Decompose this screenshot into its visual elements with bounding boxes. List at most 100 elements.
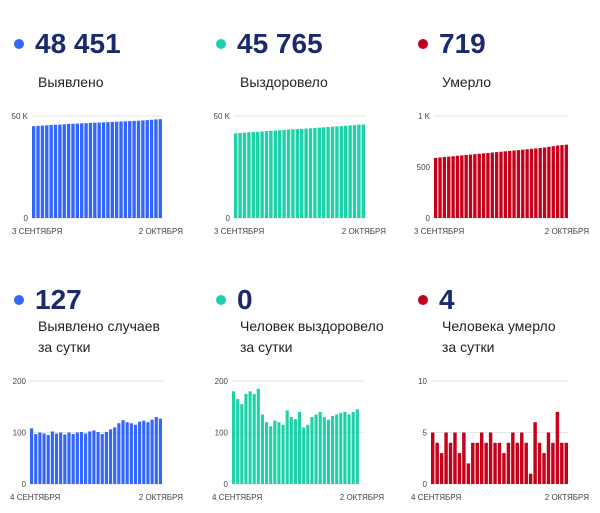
deaths-label: Умерло [442, 74, 492, 90]
y-tick-label: 100 [13, 429, 27, 438]
bar [529, 148, 534, 218]
bar [121, 420, 125, 484]
bar [117, 423, 121, 484]
bar [434, 157, 438, 218]
bar [306, 424, 310, 484]
stat-deaths: 719 [418, 24, 486, 64]
bar [58, 124, 62, 218]
red-dot-icon [418, 295, 428, 305]
chart-daily-detected: 0 100 200 4 СЕНТЯБРЯ 2 ОКТЯБРЯ [10, 377, 183, 502]
bar [335, 126, 339, 218]
y-tick-label: 100 [215, 429, 229, 438]
y-tick-label: 50 K [12, 112, 29, 121]
bar [520, 432, 524, 484]
bar [36, 125, 40, 218]
bar [486, 152, 490, 218]
bar [317, 127, 321, 218]
bar [150, 419, 154, 485]
bar [236, 399, 240, 484]
bar [260, 414, 265, 485]
bar [357, 124, 361, 218]
bar [431, 432, 435, 484]
bar [481, 153, 486, 218]
bar [351, 411, 355, 484]
stat-daily-detected: 127 [14, 280, 82, 320]
bar [45, 125, 49, 218]
bar [93, 122, 97, 218]
bar [457, 453, 462, 484]
bar [339, 126, 343, 218]
y-tick-label: 0 [423, 480, 428, 489]
bar [339, 412, 343, 484]
bar [132, 120, 136, 218]
green-dot-icon [216, 39, 226, 49]
bar [322, 417, 326, 484]
bar [286, 129, 291, 218]
card-daily-detected: 127 Выявлено случаев за сутки [0, 256, 200, 512]
y-tick-label: 50 K [214, 112, 231, 121]
daily-detected-label-line2: за сутки [38, 339, 91, 355]
bar [63, 434, 67, 484]
chart-deaths-total: 0 500 1 K 3 СЕНТЯБРЯ 2 ОКТЯБРЯ [414, 112, 589, 236]
bar [158, 418, 162, 485]
bar [435, 442, 439, 484]
bar [490, 152, 494, 218]
bar [551, 442, 555, 484]
bar [248, 391, 252, 484]
bar [326, 127, 330, 218]
bar [154, 417, 158, 484]
bar [46, 435, 50, 484]
bar [502, 453, 506, 484]
deaths-total-value: 719 [439, 28, 486, 59]
bar [308, 128, 313, 218]
bar [524, 442, 528, 484]
x-start-date-label: 4 СЕНТЯБРЯ [212, 493, 262, 502]
daily-detected-label: Выявлено случаев за сутки [38, 316, 198, 358]
bar [38, 432, 42, 484]
card-recovered: 45 765 Выздоровело [202, 0, 402, 256]
bar [560, 145, 564, 218]
bar [232, 391, 236, 484]
bar [464, 154, 468, 218]
recovered-label: Выздоровело [240, 74, 328, 90]
bar [298, 411, 302, 484]
recovered-total-value: 45 765 [237, 28, 323, 59]
bar [106, 122, 110, 218]
bar [247, 132, 251, 218]
bar [154, 119, 158, 218]
y-tick-label: 0 [22, 480, 27, 489]
bar [277, 422, 281, 484]
bar [318, 411, 322, 484]
card-detected: 48 451 Выявлено [0, 0, 200, 256]
bar [269, 130, 273, 218]
daily-deaths-label-line1: Человека умерло [442, 318, 556, 334]
y-tick-label: 500 [417, 163, 431, 172]
bar [555, 411, 560, 484]
x-end-date-label: 2 ОКТЯБРЯ [342, 227, 386, 236]
bar [564, 144, 568, 218]
daily-deaths-label: Человека умерло за сутки [442, 316, 600, 358]
bar [335, 414, 339, 485]
daily-recovered-label-line2: за сутки [240, 339, 293, 355]
x-end-date-label: 2 ОКТЯБРЯ [340, 493, 384, 502]
bar [141, 120, 145, 218]
bar [493, 442, 497, 484]
red-dot-icon [418, 39, 428, 49]
bar [512, 150, 516, 218]
bar [49, 124, 53, 218]
bar [313, 127, 317, 218]
bar [438, 157, 442, 218]
bar [479, 432, 484, 484]
bar [302, 427, 306, 484]
bar [80, 123, 84, 218]
daily-deaths-value: 4 [439, 284, 455, 315]
blue-dot-icon [14, 295, 24, 305]
blue-dot-icon [14, 39, 24, 49]
y-tick-label: 1 K [418, 112, 431, 121]
bar [355, 409, 359, 484]
bar [149, 119, 154, 218]
bar [473, 154, 477, 218]
x-start-date-label: 4 СЕНТЯБРЯ [10, 493, 60, 502]
green-dot-icon [216, 295, 226, 305]
bar [282, 129, 286, 218]
